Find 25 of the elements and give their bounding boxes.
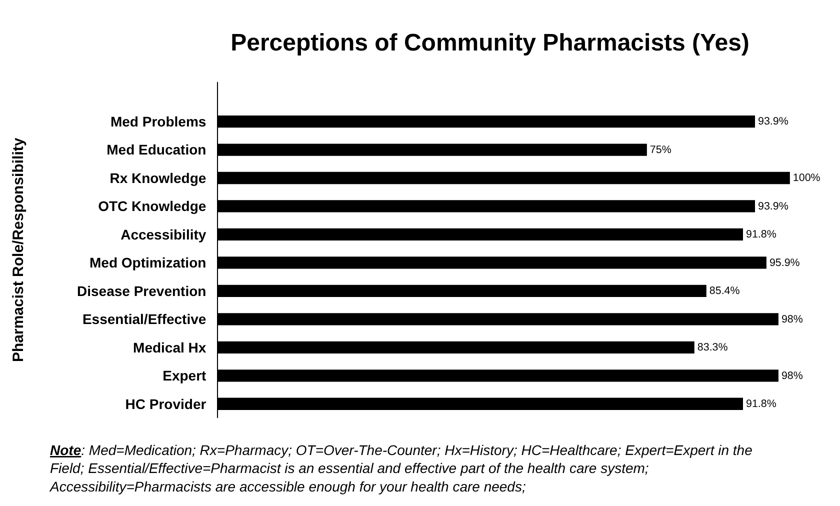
y-tick-label: HC Provider (125, 396, 207, 412)
y-tick-label: Essential/Effective (82, 311, 206, 328)
y-tick-label: Medical Hx (133, 339, 206, 356)
y-tick-label: Med Optimization (90, 254, 206, 271)
data-label: 85.4% (709, 285, 740, 298)
y-tick-label: OTC Knowledge (98, 198, 206, 214)
data-label: 98% (781, 370, 804, 382)
data-label: 100% (792, 172, 821, 184)
data-label: 75% (650, 144, 672, 156)
y-tick-label: Med Education (106, 142, 206, 158)
data-label: 95.9% (769, 256, 800, 269)
data-label: 83.3% (697, 342, 728, 354)
data-label: 91.8% (746, 228, 777, 241)
data-label: 93.9% (758, 200, 789, 212)
y-tick-label: Accessibility (120, 226, 206, 242)
data-label: 93.9% (758, 116, 789, 128)
y-tick-label: Med Problems (110, 113, 206, 130)
data-label: 91.8% (746, 398, 777, 410)
y-axis-title: Pharmacist Role/Responsibility (10, 137, 27, 362)
y-tick-label: Expert (162, 368, 207, 384)
text: Note: Med=Medication; Rx=Pharmacy; OT=Over-The-Counter; Hx=History; HC=Healthcare; Expert=Expert in the Field; Essential/Effective=Pharmacist is an essential and effective part of the health care system; Accessibility=Pharmacists are accessible enough for your health care needs; (49, 442, 753, 494)
y-tick-label: Rx Knowledge (110, 170, 206, 186)
chart-title: Perceptions of Community Pharmacists (Yes) (230, 29, 750, 56)
data-label: 98% (781, 313, 804, 326)
y-tick-label: Disease Prevention (77, 282, 206, 299)
